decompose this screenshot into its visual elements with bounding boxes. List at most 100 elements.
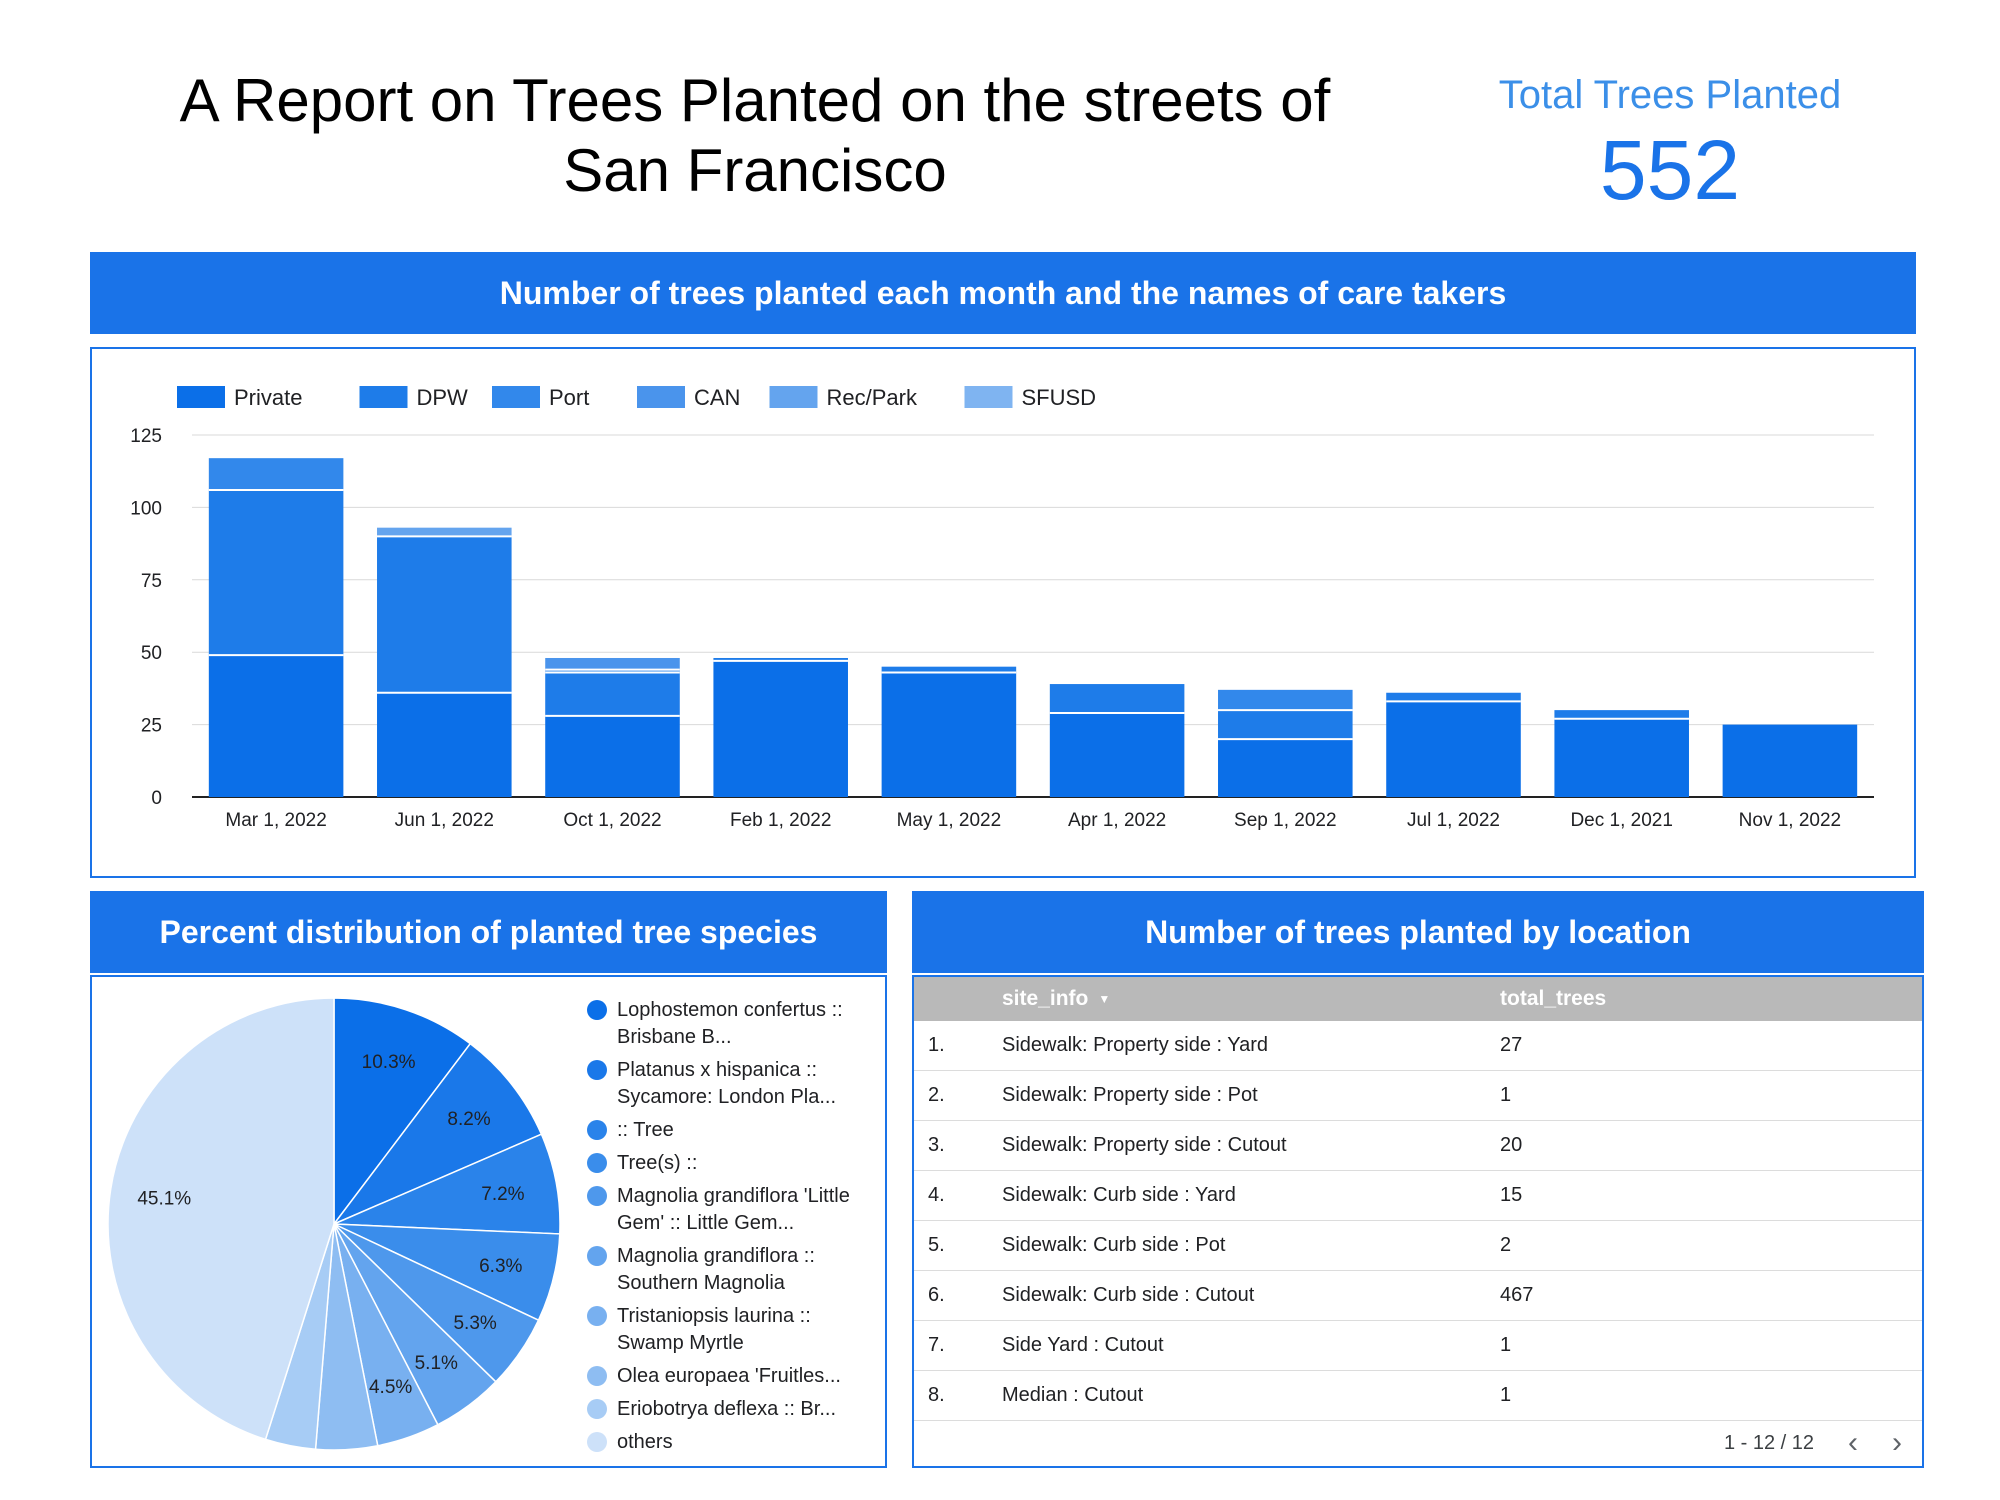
site-info-cell: Sidewalk: Property side : Cutout (1001, 1120, 1499, 1171)
legend-item[interactable]: Lophostemon confertus :: Brisbane B... (587, 997, 877, 1051)
bar-segment-dpw[interactable] (1386, 692, 1521, 702)
table-row[interactable]: 1. Sidewalk: Property side : Yard 27 (914, 1021, 1922, 1071)
sort-desc-icon[interactable]: ▼ (1098, 992, 1111, 1007)
legend-dot (587, 1366, 607, 1386)
site-info-cell: Sidewalk: Curb side : Cutout (1001, 1270, 1499, 1321)
bar-chart-panel: 0 25 50 75 100 125 Mar 1, 2022 Jun 1, 2022 Oct 1… (90, 347, 1916, 878)
y-tick-label: 0 (151, 788, 162, 809)
pagination-range: 1 - 12 / 12 (1723, 1431, 1814, 1454)
x-tick-label: Feb 1, 2022 (730, 810, 831, 831)
legend-dot (587, 1399, 607, 1419)
bar-segment-recpark[interactable] (377, 527, 512, 537)
legend-item[interactable]: Magnolia grandiflora :: Southern Magnoli… (587, 1243, 877, 1297)
row-index: 2. (914, 1070, 1001, 1121)
legend-dot (587, 1000, 607, 1020)
bar-segment-private[interactable] (1554, 718, 1689, 797)
total-trees-cell: 467 (1499, 1270, 1922, 1321)
bar-segment-private[interactable] (713, 660, 848, 797)
pie-chart-title: Percent distribution of planted tree spe… (90, 891, 887, 973)
x-tick-label: Oct 1, 2022 (563, 810, 661, 831)
pie-slice-label: 5.1% (415, 1353, 458, 1374)
table-row[interactable]: 7. Side Yard : Cutout 1 (914, 1320, 1922, 1371)
legend-item[interactable]: Tree(s) :: (587, 1150, 877, 1177)
legend-label[interactable]: Port (549, 385, 589, 410)
bar-segment-dpw[interactable] (545, 672, 680, 716)
bar-segment-private[interactable] (377, 692, 512, 797)
legend-item[interactable]: others (587, 1429, 877, 1456)
bar-segment-private[interactable] (1218, 739, 1353, 797)
pie-legend: Lophostemon confertus :: Brisbane B...Pl… (587, 997, 877, 1462)
legend-label[interactable]: SFUSD (1022, 385, 1097, 410)
site-info-cell: Sidewalk: Curb side : Pot (1001, 1220, 1499, 1271)
pie-slice-label: 7.2% (481, 1184, 524, 1205)
legend-label[interactable]: DPW (417, 385, 469, 410)
y-tick-label: 50 (141, 643, 162, 664)
site-info-cell: Sidewalk: Curb side : Yard (1001, 1170, 1499, 1221)
row-index: 3. (914, 1120, 1001, 1171)
legend-item[interactable]: Olea europaea 'Fruitles... (587, 1363, 877, 1390)
bar-segment-dpw[interactable] (1554, 710, 1689, 719)
pie-slice[interactable] (333, 1133, 561, 1235)
total-trees-header[interactable]: total_trees (1500, 987, 1607, 1010)
chevron-right-icon[interactable]: › (1892, 1426, 1902, 1459)
bar-segment-private[interactable] (1049, 713, 1185, 797)
legend-item[interactable]: :: Tree (587, 1117, 877, 1144)
legend-item[interactable]: Tristaniopsis laurina :: Swamp Myrtle (587, 1303, 877, 1357)
y-tick-label: 75 (141, 571, 162, 592)
row-index: 8. (914, 1370, 1001, 1421)
legend-item[interactable]: Platanus x hispanica :: Sycamore: London… (587, 1057, 877, 1111)
pie-slice[interactable] (107, 997, 335, 1441)
x-tick-label: Nov 1, 2022 (1739, 810, 1841, 831)
pie-slice-label: 6.3% (479, 1256, 522, 1277)
legend-label[interactable]: Private (234, 385, 302, 410)
bar-segment-dpw[interactable] (881, 666, 1017, 673)
bar-segment-dpw[interactable] (377, 536, 512, 693)
bar-segment-private[interactable] (208, 655, 344, 797)
row-index: 7. (914, 1320, 1001, 1371)
bar-segment-private[interactable] (881, 672, 1017, 797)
pie-slice[interactable] (331, 1042, 543, 1226)
table-row[interactable]: 2. Sidewalk: Property side : Pot 1 (914, 1070, 1922, 1121)
legend-dot (587, 1060, 607, 1080)
legend-swatch (769, 386, 818, 408)
kpi-value: 552 (1599, 123, 1741, 217)
site-info-cell: Median : Cutout (1001, 1370, 1499, 1421)
table-row[interactable]: 5. Sidewalk: Curb side : Pot 2 (914, 1220, 1922, 1271)
bar-segment-dpw[interactable] (1049, 684, 1185, 714)
bar-segment-dpw[interactable] (713, 657, 848, 661)
x-tick-label: Apr 1, 2022 (1068, 810, 1166, 831)
bar-segment-private[interactable] (1722, 724, 1858, 797)
pie-slice-label: 5.3% (453, 1313, 496, 1334)
pie-slice[interactable] (333, 997, 472, 1227)
bar-segment-can[interactable] (545, 657, 680, 670)
table-row[interactable]: 6. Sidewalk: Curb side : Cutout 467 (914, 1270, 1922, 1321)
legend-dot (587, 1432, 607, 1452)
x-tick-label: Dec 1, 2021 (1570, 810, 1672, 831)
x-tick-label: May 1, 2022 (897, 810, 1002, 831)
bar-segment-private[interactable] (1386, 701, 1521, 797)
row-index: 4. (914, 1170, 1001, 1221)
table-row[interactable]: 3. Sidewalk: Property side : Cutout 20 (914, 1120, 1922, 1171)
bar-segment-private[interactable] (545, 715, 680, 797)
table-row[interactable]: 4. Sidewalk: Curb side : Yard 15 (914, 1170, 1922, 1221)
pagination: 1 - 12 / 12 ‹ › (1724, 1428, 1902, 1458)
kpi-label: Total Trees Planted (1498, 73, 1842, 117)
legend-item[interactable]: Eriobotrya deflexa :: Br... (587, 1396, 877, 1423)
y-tick-label: 100 (130, 498, 162, 519)
legend-label[interactable]: CAN (694, 385, 740, 410)
chevron-left-icon[interactable]: ‹ (1848, 1426, 1858, 1459)
index-header (914, 977, 1001, 1021)
legend-label: Olea europaea 'Fruitles... (617, 1365, 841, 1387)
bar-segment-port[interactable] (208, 458, 344, 491)
bar-segment-port[interactable] (545, 669, 680, 673)
legend-swatch (359, 386, 408, 408)
legend-label: :: Tree (617, 1119, 674, 1141)
bar-segment-port[interactable] (1218, 689, 1353, 711)
site-info-header[interactable]: site_info ▼ (1001, 977, 1499, 1021)
legend-item[interactable]: Magnolia grandiflora 'Little Gem' :: Lit… (587, 1183, 877, 1237)
y-tick-label: 25 (141, 716, 162, 737)
bar-segment-dpw[interactable] (1218, 710, 1353, 740)
bar-segment-dpw[interactable] (208, 490, 344, 656)
table-row[interactable]: 8. Median : Cutout 1 (914, 1370, 1922, 1421)
legend-label[interactable]: Rec/Park (827, 385, 918, 410)
